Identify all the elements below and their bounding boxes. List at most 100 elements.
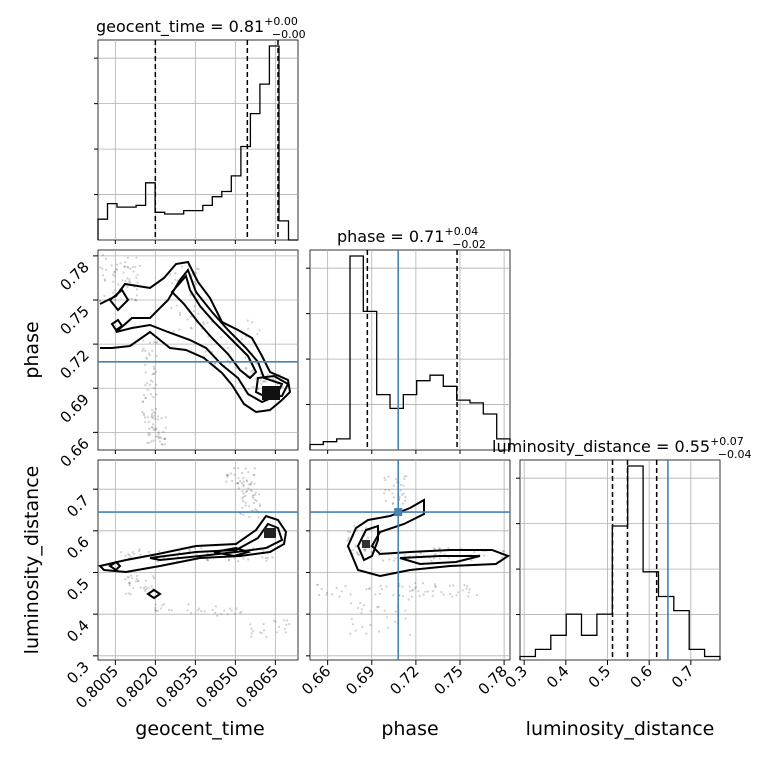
scatter-point [274, 620, 277, 623]
scatter-point [179, 311, 182, 314]
scatter-point [431, 594, 434, 598]
scatter-point [129, 267, 132, 270]
scatter-point [101, 267, 104, 270]
scatter-point [186, 318, 189, 321]
scatter-point [259, 379, 262, 382]
scatter-point [146, 416, 149, 419]
density-peak-gl [264, 528, 276, 538]
scatter-point [253, 493, 257, 496]
scatter-point [405, 475, 408, 478]
scatter-point [113, 298, 117, 301]
scatter-point [417, 590, 420, 593]
scatter-point [154, 607, 157, 610]
scatter-point [244, 501, 247, 504]
scatter-point [249, 623, 252, 626]
scatter-point [139, 586, 142, 589]
contour-gp-outer [99, 260, 292, 414]
scatter-point [200, 547, 203, 550]
scatter-point [195, 553, 199, 556]
scatter-point [197, 267, 200, 271]
scatter-point [205, 558, 208, 561]
scatter-point [251, 321, 254, 324]
scatter-point [227, 474, 230, 477]
scatter-point [378, 630, 381, 633]
scatter-point [158, 436, 161, 439]
scatter-point [286, 619, 289, 622]
scatter-point [137, 580, 140, 583]
scatter-point [149, 379, 153, 382]
scatter-point [242, 557, 245, 560]
scatter-point [151, 373, 154, 376]
histogram-geocent-time [97, 45, 298, 241]
scatter-point [433, 547, 436, 550]
scatter-point [262, 623, 265, 626]
scatter-point [398, 496, 401, 499]
scatter-point [242, 513, 245, 516]
scatter-point [195, 282, 198, 285]
scatter-point [407, 598, 410, 601]
scatter-point [388, 489, 391, 492]
scatter-point [244, 494, 247, 498]
scatter-point [127, 553, 130, 556]
scatter-point [160, 443, 163, 446]
scatter-point [414, 586, 418, 589]
y-tick-label: 0.7 [63, 491, 93, 521]
scatter-point [386, 616, 389, 619]
scatter-point [124, 554, 127, 557]
scatter-point [141, 349, 144, 352]
scatter-point [408, 590, 411, 593]
contour-gp-mid [115, 267, 284, 404]
scatter-point [410, 595, 413, 598]
scatter-point [265, 559, 268, 562]
scatter-point [262, 380, 265, 383]
scatter-point [112, 291, 115, 294]
scatter-point [128, 278, 131, 281]
scatter-point [335, 586, 338, 590]
scatter-point [98, 299, 102, 303]
scatter-point [402, 484, 405, 487]
scatter-point [355, 545, 358, 548]
scatter-point [404, 609, 407, 612]
scatter-point [447, 556, 450, 559]
scatter-point [238, 611, 242, 614]
scatter-point [123, 265, 126, 268]
scatter-point [344, 585, 347, 588]
scatter-point [242, 500, 245, 503]
scatter-point [365, 632, 368, 635]
scatter-point [449, 584, 452, 587]
scatter-point [447, 546, 450, 550]
scatter-point [135, 577, 138, 581]
scatter-point [411, 589, 414, 592]
scatter-point [124, 578, 127, 581]
scatter-point [127, 592, 130, 595]
scatter-point [150, 414, 153, 417]
scatter-point [152, 416, 155, 419]
scatter-point [190, 327, 193, 330]
scatter-point [240, 610, 243, 614]
scatter-point [228, 362, 231, 365]
scatter-point [170, 609, 173, 612]
scatter-point [418, 595, 421, 598]
scatter-point [124, 279, 127, 282]
scatter-point [121, 279, 124, 282]
scatter-point [248, 516, 251, 519]
scatter-point [129, 555, 132, 559]
scatter-point [393, 620, 396, 623]
scatter-point [392, 594, 395, 597]
y-axis-label-luminosity-distance: luminosity_distance [21, 466, 43, 655]
scatter-point [155, 354, 158, 358]
scatter-point [157, 431, 160, 434]
scatter-point [384, 488, 387, 492]
scatter-point [195, 272, 198, 275]
scatter-point [128, 576, 131, 579]
scatter-point [155, 609, 158, 612]
scatter-point [144, 384, 147, 387]
scatter-point [147, 421, 150, 424]
scatter-point [126, 277, 129, 280]
scatter-point [246, 489, 249, 493]
scatter-point [368, 587, 371, 591]
scatter-point [426, 590, 429, 593]
scatter-point [150, 585, 153, 588]
scatter-point [103, 294, 106, 298]
scatter-point [401, 502, 405, 505]
